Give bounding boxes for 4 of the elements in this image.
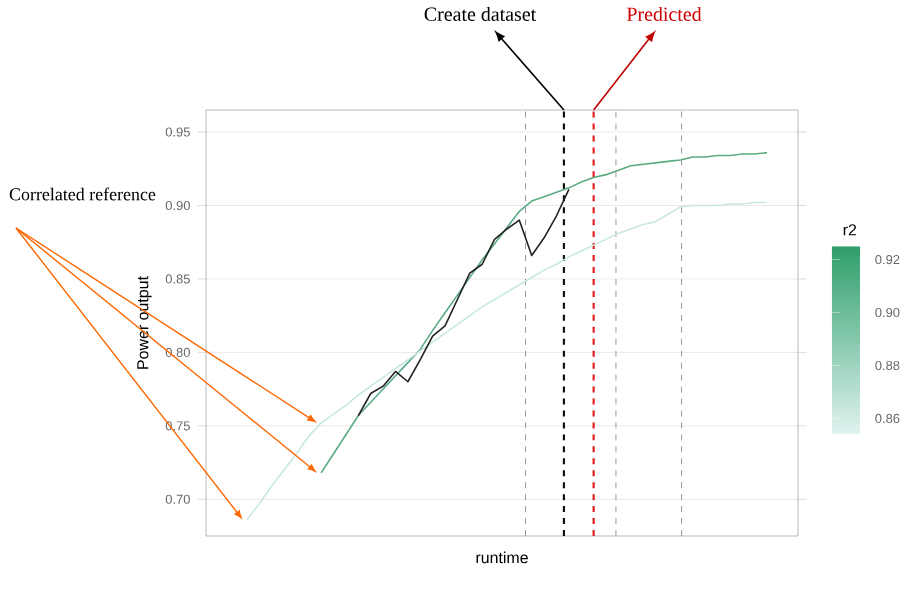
text: Predicted bbox=[626, 6, 702, 21]
text: Create dataset bbox=[424, 6, 537, 21]
text: Correlated reference bbox=[9, 187, 156, 201]
line-series bbox=[357, 188, 570, 417]
